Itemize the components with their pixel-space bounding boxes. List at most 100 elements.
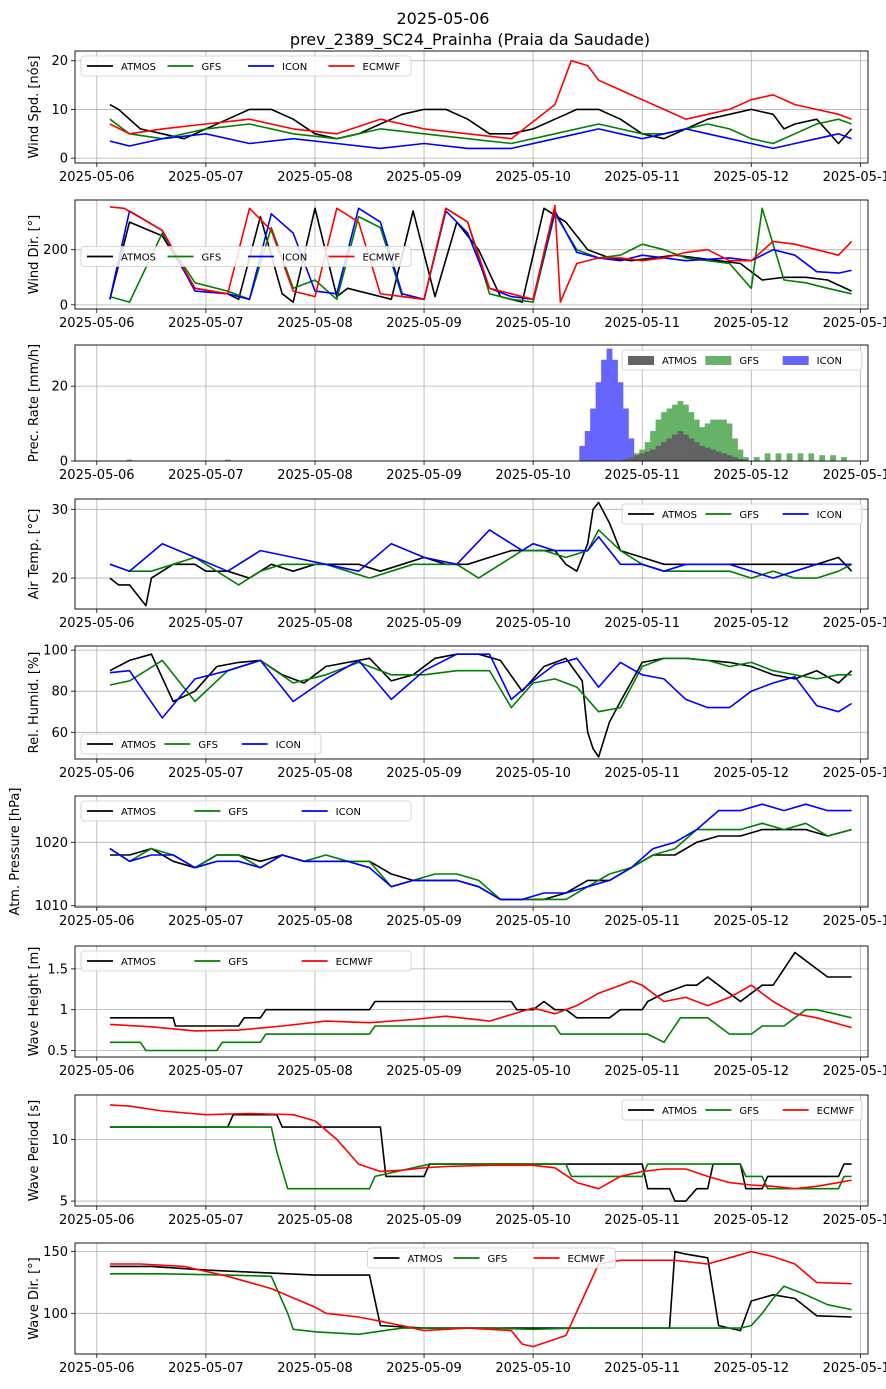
plot-area — [109, 951, 852, 1052]
x-tick-label: 2025-05-12 — [714, 914, 790, 929]
x-tick-label: 2025-05-10 — [495, 316, 571, 331]
legend: ATMOS GFS ICON ECMWF — [80, 246, 412, 267]
x-tick-label: 2025-05-06 — [59, 468, 135, 483]
plot-area — [109, 653, 853, 758]
legend: ATMOS GFS ECMWF — [621, 1099, 863, 1121]
bar-gfs — [819, 455, 826, 461]
legend-label-atmos: ATMOS — [121, 807, 156, 818]
x-tick-label: 2025-05-11 — [604, 914, 680, 929]
series-line-atmos — [109, 1113, 852, 1202]
legend-label-ecmwf: ECMWF — [817, 1106, 855, 1117]
x-tick-label: 2025-05-11 — [604, 1213, 680, 1228]
y-tick-label: 1010 — [35, 899, 68, 914]
legend-label-atmos: ATMOS — [662, 356, 697, 367]
x-tick-label: 2025-05-10 — [495, 1213, 571, 1228]
legend: ATMOS GFS ICON ECMWF — [80, 55, 412, 77]
x-tick-label: 2025-05-09 — [386, 616, 462, 631]
bar-atmos — [661, 442, 667, 461]
x-tick-label: 2025-05-06 — [59, 1064, 135, 1079]
y-tick-label: 0 — [60, 152, 68, 167]
legend-label-icon: ICON — [817, 510, 842, 521]
y-tick-label: 200 — [43, 243, 68, 258]
bar-gfs — [841, 457, 847, 461]
legend-swatch-gfs — [705, 356, 732, 365]
bar-icon — [617, 382, 624, 461]
y-tick-label: 30 — [51, 503, 68, 518]
legend: ATMOS GFS ICON — [621, 349, 863, 371]
legend-label-gfs: GFS — [228, 807, 248, 818]
bar-gfs — [797, 453, 804, 461]
x-tick-label: 2025-05-11 — [604, 616, 680, 631]
x-tick-label: 2025-05-11 — [604, 1361, 680, 1376]
bar-atmos — [704, 447, 711, 461]
x-tick-label: 2025-05-12 — [714, 316, 790, 331]
y-tick-label: 100 — [43, 644, 68, 659]
x-tick-label: 2025-05-09 — [386, 468, 462, 483]
x-tick-label: 2025-05-09 — [386, 1064, 462, 1079]
series-line-gfs — [109, 1126, 852, 1190]
x-tick-label: 2025-05-11 — [604, 468, 680, 483]
bar-atmos — [677, 430, 684, 461]
x-tick-label: 2025-05-13 — [823, 170, 886, 185]
legend-box — [621, 503, 863, 525]
panel-3: 2025-05-06 2025-05-07 2025-05-08 2025-05-09… — [27, 344, 886, 483]
bar-atmos — [732, 457, 738, 461]
plot-area — [109, 59, 853, 150]
bar-atmos — [655, 445, 662, 461]
series-line-icon — [109, 128, 852, 150]
bar-gfs — [775, 453, 782, 461]
figure-title-station: prev_2389_SC24_Prainha (Praia da Saudade… — [290, 30, 650, 50]
y-axis-label: Air Temp. [°C] — [27, 509, 42, 600]
y-tick-label: 0 — [60, 455, 68, 470]
legend-label-gfs: GFS — [739, 1106, 759, 1117]
x-tick-label: 2025-05-07 — [168, 914, 244, 929]
bar-icon — [606, 348, 613, 461]
y-tick-label: 1020 — [35, 836, 68, 851]
axes-frame — [74, 50, 869, 164]
x-tick-label: 2025-05-07 — [168, 1213, 244, 1228]
x-tick-label: 2025-05-10 — [495, 170, 571, 185]
x-tick-label: 2025-05-08 — [277, 766, 353, 781]
legend-box — [367, 1247, 616, 1269]
legend-swatch-icon — [782, 356, 809, 365]
y-tick-label: 1 — [60, 1003, 68, 1018]
bar-atmos — [633, 455, 640, 461]
legend: ATMOS GFS ECMWF — [80, 950, 412, 972]
x-tick-label: 2025-05-07 — [168, 316, 244, 331]
legend-label-gfs: GFS — [488, 1254, 508, 1265]
bar-atmos — [628, 457, 635, 461]
x-tick-label: 2025-05-06 — [59, 170, 135, 185]
y-axis-label: Rel. Humid. [%] — [27, 652, 42, 754]
series-line-icon — [109, 529, 852, 579]
legend-label-icon: ICON — [336, 807, 361, 818]
bar-atmos — [639, 453, 646, 461]
plot-area — [109, 1250, 852, 1348]
series-line-gfs — [109, 118, 852, 145]
x-tick-label: 2025-05-12 — [714, 766, 790, 781]
legend-label-atmos: ATMOS — [408, 1254, 443, 1265]
x-tick-label: 2025-05-10 — [495, 766, 571, 781]
x-tick-label: 2025-05-12 — [714, 1213, 790, 1228]
panel-7: 2025-05-06 2025-05-07 2025-05-08 2025-05-09… — [27, 945, 886, 1079]
bar-atmos — [644, 451, 651, 461]
bar-gfs — [808, 453, 815, 461]
legend-label-ecmwf: ECMWF — [363, 62, 401, 73]
series-line-ecmwf — [109, 980, 852, 1032]
legend-label-ecmwf: ECMWF — [363, 253, 401, 264]
x-tick-label: 2025-05-06 — [59, 316, 135, 331]
legend-box — [80, 733, 322, 755]
bar-atmos — [682, 434, 689, 461]
plot-area — [126, 348, 847, 461]
y-tick-label: 80 — [51, 685, 68, 700]
legend-label-icon: ICON — [282, 62, 307, 73]
series-line-icon — [109, 653, 853, 719]
legend-label-atmos: ATMOS — [121, 62, 156, 73]
x-tick-label: 2025-05-11 — [604, 316, 680, 331]
y-axis-label: Wave Height [m] — [27, 947, 42, 1057]
bar-atmos — [710, 449, 716, 461]
legend-box — [80, 55, 412, 77]
axes-frame — [74, 1242, 869, 1355]
y-axis-label: Atm. Pressure [hPa] — [8, 788, 23, 916]
y-tick-label: 0.5 — [47, 1044, 68, 1059]
y-tick-label: 20 — [51, 380, 68, 395]
